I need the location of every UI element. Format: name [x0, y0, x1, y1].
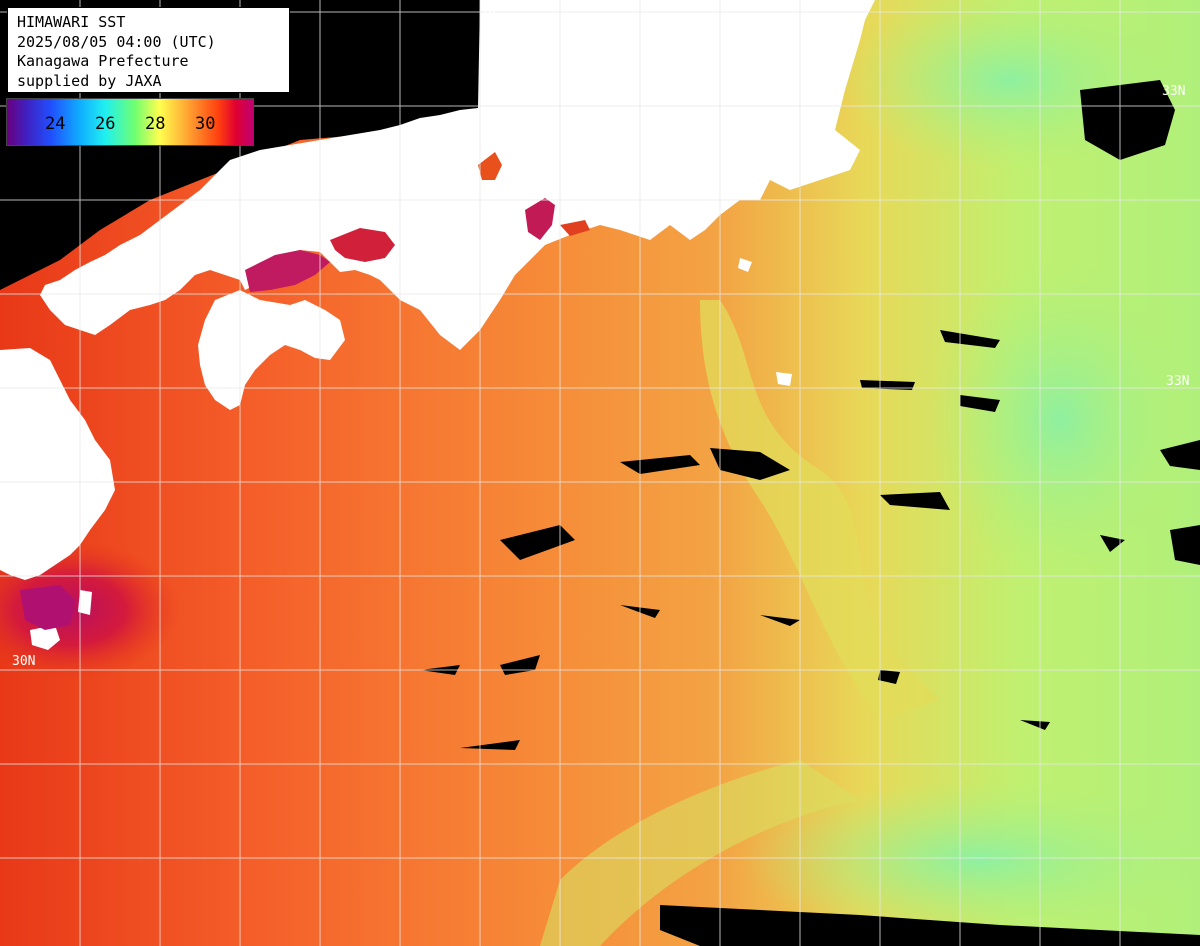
cool-filament-2 — [540, 760, 860, 946]
warm-bay-east — [560, 220, 590, 236]
info-panel: HIMAWARI SST 2025/08/05 04:00 (UTC) Kana… — [7, 7, 290, 93]
product-title: HIMAWARI SST — [17, 13, 126, 31]
warm-bay-seto — [245, 250, 330, 292]
legend-tick-24: 24 — [45, 114, 66, 134]
warm-bay-osaka — [330, 228, 395, 262]
data-source: supplied by JAXA — [17, 71, 162, 90]
legend-tick-28: 28 — [145, 114, 166, 134]
warm-bay-ise — [525, 198, 555, 240]
land-honshu — [40, 0, 870, 350]
warm-hotspot-kyushu — [20, 585, 75, 630]
cool-filament — [700, 300, 940, 720]
land-kyushu — [0, 348, 115, 580]
latitude-label-33n-north: 33N — [1162, 84, 1186, 99]
cool-band-south — [740, 780, 1200, 940]
land-northeast — [800, 0, 875, 120]
timestamp: 2025/08/05 04:00 (UTC) — [17, 32, 216, 51]
land-island-east — [776, 372, 792, 386]
latitude-label-33n: 33N — [1166, 374, 1190, 389]
region-name: Kanagawa Prefecture — [17, 52, 189, 70]
cool-eddy-east — [930, 260, 1190, 580]
longitude-label-136e: 136E — [484, 8, 499, 40]
temperature-legend: 24 26 28 30 — [6, 98, 254, 146]
land-island-east-2 — [738, 258, 752, 272]
land-island-south — [30, 625, 60, 650]
cloud-mask-northeast — [1080, 80, 1175, 160]
land-shikoku — [198, 290, 345, 410]
warm-bay-north-isle — [478, 152, 502, 180]
latitude-label-30n: 30N — [12, 654, 36, 669]
legend-tick-26: 26 — [95, 114, 116, 134]
legend-tick-30: 30 — [195, 114, 216, 134]
land-island-small — [78, 590, 92, 615]
